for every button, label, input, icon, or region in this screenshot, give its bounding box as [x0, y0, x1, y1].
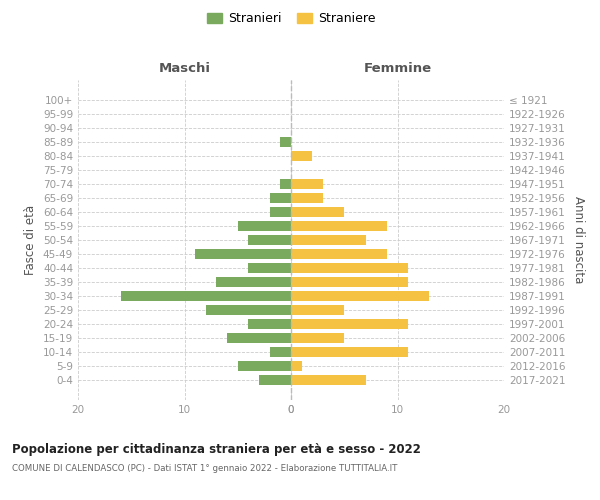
Bar	[121, 291, 291, 301]
Bar	[291, 263, 408, 273]
Bar	[280, 179, 291, 189]
Bar	[291, 150, 313, 161]
Bar	[291, 221, 387, 231]
Bar	[291, 291, 430, 301]
Bar	[280, 136, 291, 147]
Bar	[227, 333, 291, 344]
Bar	[217, 277, 291, 287]
Bar	[291, 376, 365, 386]
Bar	[248, 235, 291, 245]
Bar	[195, 249, 291, 259]
Bar	[291, 348, 408, 358]
Title: Maschi: Maschi	[158, 62, 211, 74]
Bar	[238, 362, 291, 372]
Bar	[291, 305, 344, 316]
Text: COMUNE DI CALENDASCO (PC) - Dati ISTAT 1° gennaio 2022 - Elaborazione TUTTITALIA: COMUNE DI CALENDASCO (PC) - Dati ISTAT 1…	[12, 464, 397, 473]
Bar	[238, 221, 291, 231]
Bar	[291, 362, 302, 372]
Bar	[291, 249, 387, 259]
Bar	[291, 207, 344, 217]
Bar	[291, 333, 344, 344]
Bar	[291, 319, 408, 330]
Legend: Stranieri, Straniere: Stranieri, Straniere	[203, 8, 379, 29]
Bar	[270, 207, 291, 217]
Bar	[270, 348, 291, 358]
Y-axis label: Anni di nascita: Anni di nascita	[572, 196, 585, 284]
Bar	[248, 263, 291, 273]
Bar	[206, 305, 291, 316]
Text: Popolazione per cittadinanza straniera per età e sesso - 2022: Popolazione per cittadinanza straniera p…	[12, 442, 421, 456]
Bar	[270, 193, 291, 203]
Bar	[291, 179, 323, 189]
Bar	[259, 376, 291, 386]
Y-axis label: Fasce di età: Fasce di età	[25, 205, 37, 275]
Bar	[291, 193, 323, 203]
Bar	[291, 235, 365, 245]
Bar	[291, 277, 408, 287]
Title: Femmine: Femmine	[364, 62, 431, 74]
Bar	[248, 319, 291, 330]
